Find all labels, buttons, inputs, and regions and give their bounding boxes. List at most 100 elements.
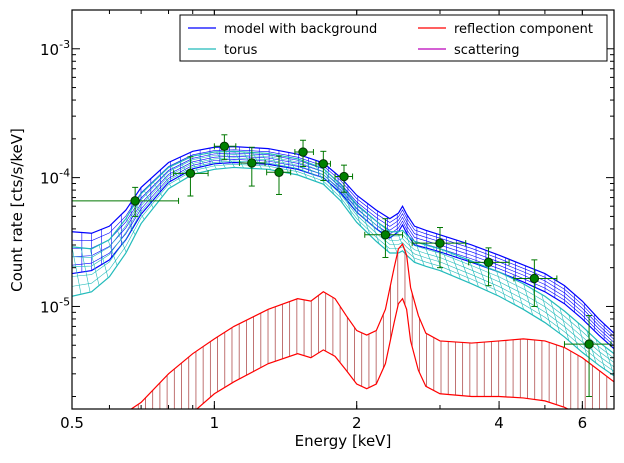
data-point bbox=[513, 259, 558, 307]
series-torus bbox=[72, 150, 614, 377]
torus-hatch bbox=[550, 300, 561, 334]
y-tick-label: 10-3 bbox=[40, 38, 70, 59]
torus-hatch bbox=[559, 307, 570, 341]
torus-hatch bbox=[225, 151, 235, 168]
torus-hatch bbox=[297, 158, 308, 179]
torus-hatch bbox=[505, 275, 515, 305]
torus-hatch bbox=[162, 173, 172, 188]
torus-band-line bbox=[72, 163, 614, 372]
torus-hatch bbox=[134, 203, 145, 220]
torus-hatch bbox=[360, 207, 371, 236]
reflection-component-upper bbox=[130, 242, 614, 409]
torus-hatch bbox=[414, 241, 425, 266]
torus-hatch bbox=[451, 253, 461, 280]
torus-hatch bbox=[80, 247, 91, 293]
data-marker bbox=[130, 196, 140, 206]
x-tick-label: 0.5 bbox=[60, 414, 84, 432]
reflection-component-lower bbox=[195, 297, 570, 409]
data-marker bbox=[318, 159, 329, 169]
torus-hatch bbox=[460, 256, 470, 283]
legend-box bbox=[179, 14, 608, 62]
torus-hatch bbox=[514, 279, 524, 310]
torus-hatch bbox=[496, 270, 506, 300]
torus-hatch bbox=[324, 169, 335, 195]
x-tick-label: 1 bbox=[210, 414, 220, 432]
axes-frame bbox=[71, 9, 615, 410]
torus-upper bbox=[72, 150, 614, 355]
torus-hatch bbox=[234, 151, 244, 169]
torus-hatch bbox=[98, 244, 109, 278]
torus-hatch bbox=[577, 322, 588, 357]
legend-entry: model with background bbox=[188, 22, 377, 37]
data-marker bbox=[339, 171, 349, 182]
legend-label: model with background bbox=[224, 22, 377, 37]
data-layer bbox=[72, 134, 614, 409]
y-axis-label: Count rate [cts/s/keV] bbox=[8, 128, 26, 292]
x-tick-label: 2 bbox=[352, 414, 362, 432]
torus-hatch bbox=[144, 190, 154, 209]
data-marker bbox=[274, 167, 284, 177]
legend-label: reflection component bbox=[454, 22, 593, 37]
data-point bbox=[563, 315, 612, 398]
torus-hatch bbox=[216, 151, 226, 169]
y-tick-label: 10-5 bbox=[40, 295, 70, 316]
y-tick-label: 10-4 bbox=[40, 167, 70, 188]
torus-hatch bbox=[469, 260, 479, 287]
legend-entry: reflection component bbox=[418, 22, 593, 37]
data-marker bbox=[185, 168, 196, 179]
axes bbox=[71, 9, 615, 410]
legend-label: scattering bbox=[454, 43, 520, 58]
torus-hatch bbox=[487, 267, 497, 296]
data-marker bbox=[584, 339, 594, 349]
legend-entry: scattering bbox=[418, 43, 520, 58]
torus-lower bbox=[72, 166, 614, 377]
torus-hatch bbox=[288, 157, 299, 176]
model-with-background-band-line bbox=[72, 152, 614, 340]
torus-hatch bbox=[405, 234, 416, 263]
data-marker bbox=[380, 230, 391, 240]
model-with-background-band-line bbox=[72, 149, 614, 337]
torus-hatch bbox=[568, 314, 579, 349]
data-point bbox=[173, 156, 209, 197]
torus-hatch bbox=[189, 157, 199, 174]
torus-hatch bbox=[541, 294, 552, 327]
torus-hatch bbox=[198, 154, 208, 172]
torus-hatch bbox=[261, 152, 271, 170]
x-axis-label: Energy [keV] bbox=[295, 432, 392, 450]
x-tick-label: 4 bbox=[494, 414, 504, 432]
torus-hatch bbox=[125, 218, 136, 236]
torus-band-line bbox=[72, 160, 614, 368]
torus-hatch bbox=[424, 244, 434, 269]
torus-hatch bbox=[171, 165, 181, 182]
data-marker bbox=[483, 257, 494, 268]
torus-hatch bbox=[306, 162, 317, 182]
torus-hatch bbox=[153, 181, 163, 197]
data-point bbox=[468, 247, 510, 287]
model-with-background-upper bbox=[72, 146, 614, 334]
torus-hatch bbox=[442, 249, 452, 276]
torus-hatch bbox=[478, 263, 488, 292]
torus-hatch bbox=[72, 246, 82, 295]
legend: model with background reflection componen… bbox=[179, 14, 608, 62]
data-point bbox=[315, 150, 331, 181]
data-point bbox=[238, 146, 266, 187]
torus-hatch bbox=[333, 178, 344, 205]
data-point bbox=[364, 218, 404, 258]
torus-hatch bbox=[207, 153, 217, 170]
data-point bbox=[213, 134, 237, 161]
data-point bbox=[294, 139, 314, 167]
data-marker bbox=[435, 238, 445, 248]
model-with-background-band-line bbox=[72, 159, 614, 346]
torus-hatch bbox=[351, 198, 362, 227]
data-marker bbox=[247, 158, 257, 168]
series-reflection-component bbox=[130, 242, 614, 409]
torus-hatch bbox=[279, 155, 290, 174]
torus-hatch bbox=[89, 248, 100, 286]
torus-hatch bbox=[369, 215, 380, 244]
torus-hatch bbox=[523, 283, 533, 316]
torus-hatch bbox=[116, 229, 127, 253]
legend-label: torus bbox=[224, 43, 258, 58]
data-marker bbox=[219, 141, 230, 152]
